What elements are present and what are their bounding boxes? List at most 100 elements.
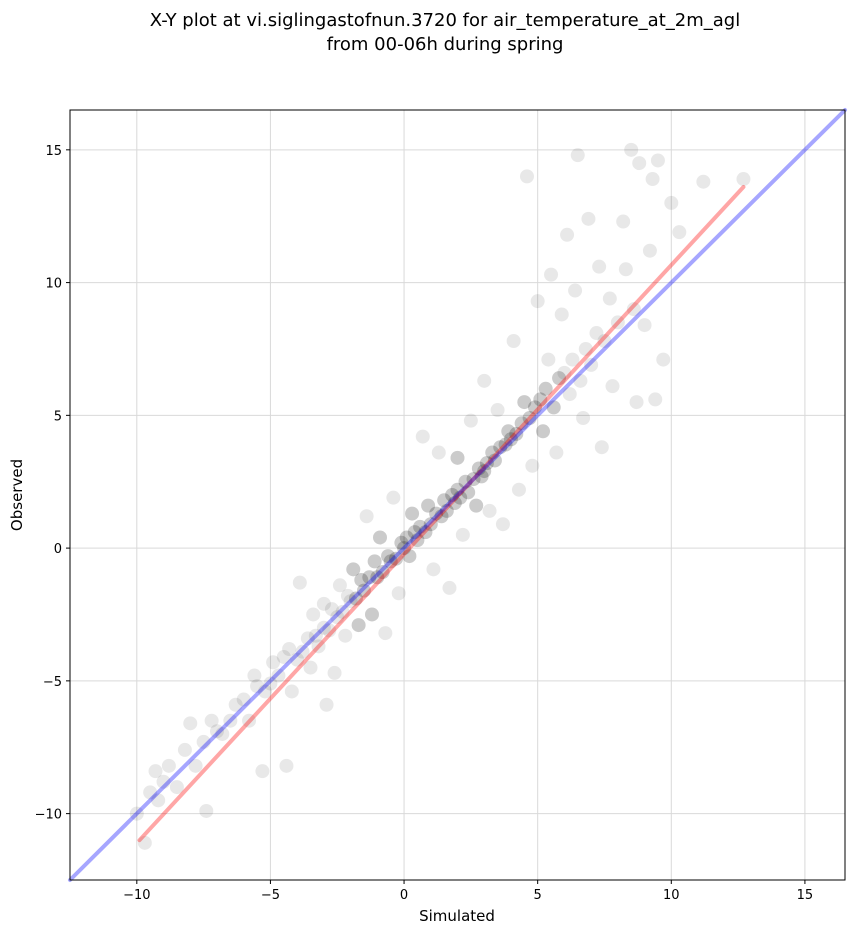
scatter-point: [514, 416, 529, 431]
scatter-point: [389, 551, 404, 566]
scatter-point: [356, 583, 371, 598]
scatter-point: [602, 291, 617, 306]
reference-lines: [68, 108, 847, 882]
x-axis-label: Simulated: [419, 907, 495, 925]
scatter-point: [461, 485, 476, 500]
scatter-point: [487, 453, 502, 468]
scatter-point: [319, 697, 334, 712]
scatter-point: [525, 458, 540, 473]
scatter-point: [410, 533, 425, 548]
scatter-point: [151, 793, 166, 808]
scatter-point: [528, 400, 542, 415]
scatter-point: [242, 713, 257, 728]
scatter-point: [477, 464, 492, 479]
scatter-point: [463, 413, 478, 428]
scatter-point: [578, 341, 593, 356]
scatter-point: [410, 533, 425, 548]
scatter-point: [276, 649, 291, 664]
scatter-point: [471, 461, 486, 476]
scatter-point: [402, 549, 417, 564]
scatter-point: [645, 172, 660, 187]
scatter-point: [161, 758, 176, 773]
scatter-point: [501, 424, 516, 439]
scatter-point: [343, 594, 358, 609]
scatter-point: [370, 570, 385, 585]
scatter-point: [228, 697, 243, 712]
scatter-point: [423, 517, 438, 532]
scatter-point: [474, 469, 489, 484]
scatter-point: [581, 211, 596, 226]
scatter-point: [431, 445, 446, 460]
scatter-point: [389, 551, 404, 566]
scatter-point: [664, 195, 679, 210]
scatter-point: [624, 142, 639, 157]
scatter-point: [672, 225, 687, 240]
scatter-point: [576, 411, 591, 425]
y-tick-label: 10: [45, 277, 62, 292]
scatter-point: [316, 596, 331, 611]
scatter-point: [204, 713, 219, 728]
scatter-point: [471, 461, 486, 476]
scatter-point: [536, 424, 551, 439]
x-tick-label: 15: [797, 888, 814, 903]
scatter-point: [618, 262, 633, 277]
scatter-point: [450, 482, 465, 497]
scatter-point: [439, 503, 454, 518]
scatter-point: [362, 570, 377, 585]
scatter-point: [196, 734, 211, 749]
scatter-point: [236, 692, 251, 707]
scatter-point: [501, 424, 516, 439]
scatter-point: [445, 488, 460, 502]
scatter-point: [696, 174, 711, 189]
scatter-point: [594, 440, 609, 455]
scatter-point: [402, 549, 417, 564]
scatter-point: [367, 554, 382, 569]
scatter-point: [209, 724, 224, 739]
scatter-point: [258, 684, 273, 699]
scatter-point: [554, 307, 569, 322]
scatter-point: [415, 429, 430, 444]
scatter-point: [642, 243, 657, 258]
scatter-point: [466, 472, 481, 487]
scatter-point: [450, 450, 465, 465]
scatter-point: [552, 371, 567, 386]
scatter-point: [568, 283, 583, 298]
scatter-point: [552, 371, 567, 386]
scatter-point: [399, 530, 414, 545]
scatter-point: [255, 764, 270, 779]
scatter-point: [383, 554, 398, 569]
scatter-point: [469, 498, 484, 513]
scatter-point: [348, 591, 363, 606]
scatter-point: [359, 509, 374, 524]
scatter-point: [423, 517, 438, 532]
scatter-point: [511, 482, 526, 497]
scatter-point: [530, 294, 545, 309]
scatter-point: [447, 495, 462, 510]
scatter-point: [487, 453, 502, 468]
scatter-point: [295, 644, 310, 659]
scatter-point: [188, 758, 203, 773]
scatter-point: [290, 652, 305, 667]
scatter-point: [354, 572, 369, 587]
scatter-point: [474, 469, 489, 484]
scatter-point: [407, 525, 422, 540]
scatter-point: [292, 575, 307, 590]
scatter-point: [324, 602, 339, 617]
scatter-point: [605, 379, 620, 394]
scatter-point: [517, 395, 532, 410]
scatter-point: [469, 498, 484, 513]
scatter-point: [351, 618, 366, 633]
scatter-point: [397, 541, 412, 556]
scatter-point: [421, 498, 436, 513]
scatter-point: [560, 227, 575, 242]
scatter-point: [584, 357, 599, 372]
scatter-point: [495, 517, 510, 532]
scatter-point: [549, 445, 564, 460]
scatter-point: [493, 440, 508, 455]
scatter-point: [381, 549, 396, 564]
y-tick-label: 15: [45, 144, 62, 159]
scatter-point: [453, 490, 468, 505]
scatter-point: [506, 334, 521, 348]
scatter-point: [445, 488, 460, 502]
